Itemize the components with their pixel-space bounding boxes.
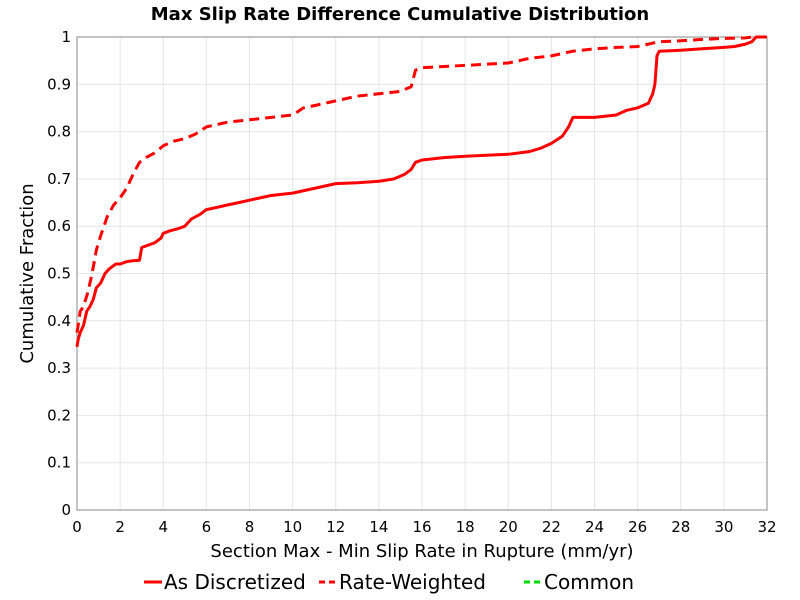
y-axis-label: Cumulative Fraction [17,183,38,363]
x-tick-label: 18 [456,518,475,536]
y-tick-label: 0.7 [47,170,71,188]
series-line-rate-weighted [75,35,767,333]
y-tick-label: 0 [61,501,71,519]
y-tick-label: 0.1 [47,454,71,472]
grid [76,36,768,511]
x-tick-label: 22 [542,518,561,536]
y-tick-label: 0.3 [47,359,71,377]
plot-frame [76,36,768,511]
x-tick-label: 8 [245,518,255,536]
x-tick-label: 30 [714,518,733,536]
x-tick-label: 12 [326,518,345,536]
x-tick-label: 14 [369,518,388,536]
x-tick-label: 32 [757,518,776,536]
x-tick-label: 28 [671,518,690,536]
x-tick-label: 6 [202,518,212,536]
tick-labels: 0 2 4 6 8 10 12 14 16 18 20 22 24 26 28 30 3200.10.20.30… [47,28,776,536]
y-tick-label: 0.2 [47,406,71,424]
y-tick-label: 1 [61,28,71,46]
x-tick-label: 4 [158,518,168,536]
x-tick-label: 26 [628,518,647,536]
legend-label: As Discretized [164,570,306,594]
legend: As Discretized Rate-Weighted Common [144,570,634,594]
x-tick-label: 16 [412,518,431,536]
chart-title: Max Slip Rate Difference Cumulative Dist… [151,4,649,25]
x-tick-label: 0 [72,518,82,536]
legend-label: Rate-Weighted [339,570,486,594]
y-tick-label: 0.4 [47,312,71,330]
x-axis-label: Section Max - Min Slip Rate in Rupture (… [210,541,633,562]
x-tick-label: 20 [499,518,518,536]
series-layer [75,35,767,348]
legend-label: Common [544,570,634,594]
series-line-as-discretized [75,35,767,348]
x-tick-label: 24 [585,518,604,536]
y-tick-label: 0.6 [47,217,71,235]
y-tick-label: 0.8 [47,123,71,141]
x-tick-label: 10 [283,518,302,536]
x-tick-label: 2 [115,518,125,536]
y-tick-label: 0.9 [47,75,71,93]
y-tick-label: 0.5 [47,265,71,283]
